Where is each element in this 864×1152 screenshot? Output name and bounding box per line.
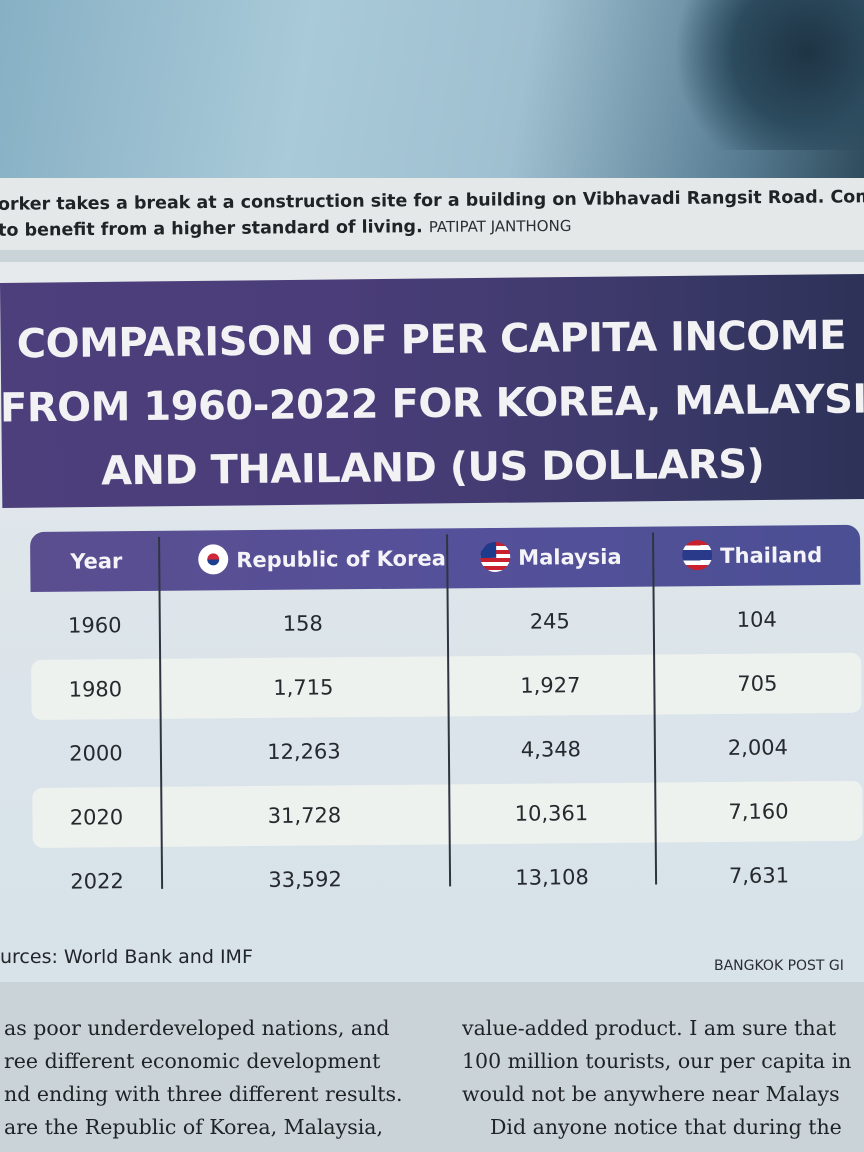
- header-thailand: Thailand: [682, 525, 823, 586]
- header-malaysia-label: Malaysia: [518, 544, 622, 570]
- article-line: nd ending with three different results.: [4, 1082, 403, 1106]
- korea-cell: 12,263: [267, 739, 341, 764]
- article-line: ree different economic development: [4, 1049, 381, 1073]
- thailand-cell: 2,004: [727, 735, 789, 760]
- article-line: value-added product. I am sure that: [462, 1016, 837, 1040]
- article-line: would not be anywhere near Malays: [462, 1082, 840, 1106]
- infographic-title: COMPARISON OF PER CAPITA INCOME FROM 196…: [0, 303, 864, 504]
- korea-cell: 33,592: [268, 867, 342, 892]
- header-thailand-label: Thailand: [720, 543, 823, 568]
- year-cell: 1980: [68, 677, 123, 702]
- title-line-3: AND THAILAND (US DOLLARS): [100, 441, 765, 495]
- malaysia-cell: 13,108: [515, 865, 589, 890]
- thailand-cell: 104: [736, 607, 777, 632]
- title-line-2: FROM 1960-2022 FOR KOREA, MALAYSIA,: [0, 375, 864, 432]
- article-line: Did anyone notice that during the: [490, 1115, 842, 1139]
- photo-credit: PATIPAT JANTHONG: [428, 216, 572, 237]
- thailand-cell: 705: [737, 671, 778, 696]
- sources-note: urces: World Bank and IMF: [0, 946, 253, 968]
- korea-cell: 158: [282, 611, 323, 636]
- header-korea-label: Republic of Korea: [236, 546, 446, 573]
- article-line: as poor underdeveloped nations, and: [4, 1016, 390, 1040]
- thailand-cell: 7,160: [728, 799, 789, 824]
- korea-cell: 1,715: [273, 675, 334, 700]
- korea-cell: 31,728: [267, 803, 342, 828]
- title-line-1: COMPARISON OF PER CAPITA INCOME: [16, 312, 847, 368]
- income-table: Year Republic of Korea Malaysia Thailand…: [30, 524, 863, 912]
- article-column-left: as poor underdeveloped nations, and ree …: [4, 1012, 440, 1144]
- year-cell: 2022: [70, 869, 124, 894]
- photo-caption: orker takes a break at a construction si…: [0, 184, 864, 244]
- malaysia-cell: 1,927: [520, 673, 581, 698]
- malaysia-cell: 245: [529, 609, 570, 634]
- header-year: Year: [70, 549, 123, 574]
- article-line: 100 million tourists, our per capita in: [462, 1049, 852, 1073]
- year-cell: 1960: [67, 613, 122, 638]
- malaysia-flag-icon: [480, 541, 511, 573]
- header-malaysia: Malaysia: [480, 527, 622, 588]
- malaysia-cell: 4,348: [520, 737, 582, 762]
- caption-band: [0, 178, 864, 250]
- header-korea: Republic of Korea: [198, 528, 446, 590]
- thailand-cell: 7,631: [728, 863, 790, 888]
- malaysia-cell: 10,361: [514, 801, 589, 826]
- photo-shadow: [674, 0, 864, 150]
- article-column-right: value-added product. I am sure that 100 …: [462, 1012, 864, 1144]
- publisher-credit: BANGKOK POST GI: [714, 958, 844, 974]
- article-line: are the Republic of Korea, Malaysia,: [4, 1115, 384, 1139]
- year-cell: 2020: [69, 805, 124, 830]
- thailand-flag-icon: [682, 540, 713, 571]
- caption-line-2-text: to benefit from a higher standard of liv…: [0, 217, 423, 241]
- year-cell: 2000: [69, 741, 123, 766]
- south-korea-flag-icon: [198, 544, 229, 575]
